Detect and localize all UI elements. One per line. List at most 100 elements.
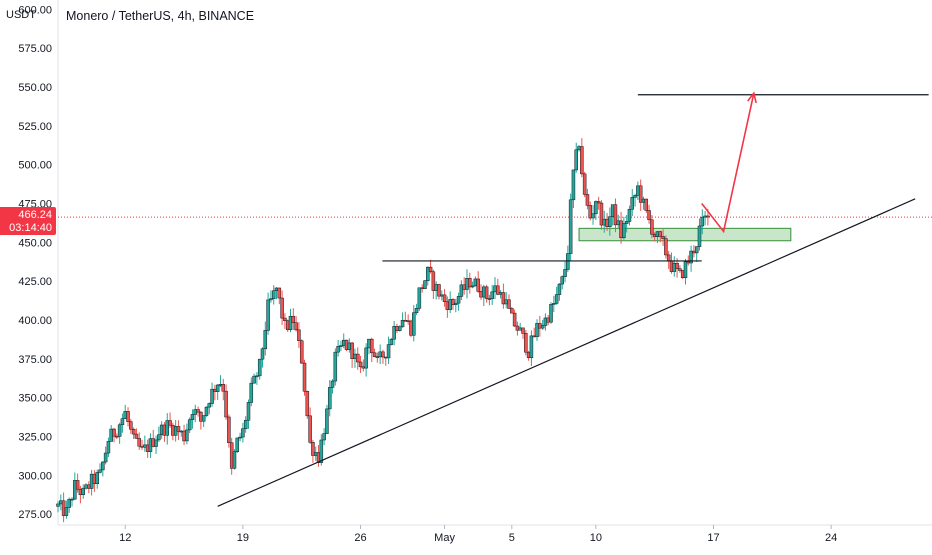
- candle[interactable]: [75, 473, 80, 493]
- candle[interactable]: [538, 316, 542, 337]
- candle[interactable]: [137, 432, 141, 450]
- candle[interactable]: [176, 420, 181, 441]
- candle[interactable]: [591, 205, 595, 225]
- candle[interactable]: [311, 439, 315, 463]
- candle[interactable]: [666, 250, 671, 269]
- candle[interactable]: [73, 472, 77, 501]
- candle[interactable]: [115, 433, 119, 439]
- candle[interactable]: [355, 347, 360, 370]
- candle[interactable]: [372, 348, 377, 358]
- candle[interactable]: [476, 271, 480, 293]
- candle[interactable]: [398, 325, 402, 332]
- candle[interactable]: [151, 429, 155, 448]
- candle[interactable]: [263, 321, 268, 356]
- candle[interactable]: [512, 309, 517, 328]
- candle[interactable]: [445, 296, 450, 318]
- candle[interactable]: [462, 277, 466, 295]
- candle[interactable]: [608, 207, 612, 236]
- candle[interactable]: [185, 423, 189, 445]
- candle[interactable]: [465, 269, 469, 299]
- candle[interactable]: [526, 350, 531, 361]
- candle[interactable]: [417, 287, 422, 311]
- candle[interactable]: [327, 379, 332, 417]
- candle[interactable]: [243, 416, 248, 433]
- candle[interactable]: [378, 344, 382, 365]
- candle[interactable]: [487, 294, 492, 306]
- candle[interactable]: [106, 437, 111, 457]
- candle[interactable]: [173, 420, 178, 442]
- candle[interactable]: [596, 196, 601, 210]
- candle[interactable]: [633, 193, 637, 207]
- candle[interactable]: [101, 461, 105, 477]
- candle[interactable]: [582, 171, 587, 198]
- candle[interactable]: [187, 417, 192, 434]
- candle[interactable]: [426, 266, 430, 286]
- candle[interactable]: [549, 302, 553, 324]
- price-axis[interactable]: 275.00 300.00 325.00 350.00 375.00 400.00 425.…: [18, 4, 52, 521]
- candle[interactable]: [515, 321, 520, 336]
- candle[interactable]: [546, 314, 550, 326]
- candle[interactable]: [89, 469, 94, 496]
- candle[interactable]: [316, 444, 321, 467]
- candle[interactable]: [470, 281, 475, 289]
- candle[interactable]: [229, 437, 234, 475]
- candle[interactable]: [700, 209, 705, 235]
- candle[interactable]: [280, 290, 284, 325]
- candle[interactable]: [78, 485, 83, 504]
- candle[interactable]: [297, 322, 301, 348]
- candle[interactable]: [459, 280, 464, 301]
- candle[interactable]: [428, 259, 433, 274]
- candle[interactable]: [563, 261, 567, 283]
- candle[interactable]: [322, 428, 326, 446]
- candle[interactable]: [339, 340, 343, 351]
- projection-arrow[interactable]: [701, 91, 757, 234]
- candle[interactable]: [532, 327, 536, 338]
- candle[interactable]: [518, 322, 522, 331]
- candle[interactable]: [313, 446, 318, 461]
- candle[interactable]: [479, 284, 483, 300]
- candle[interactable]: [148, 433, 153, 459]
- candle[interactable]: [504, 292, 508, 309]
- candle[interactable]: [196, 406, 200, 417]
- candle[interactable]: [61, 492, 66, 523]
- candle[interactable]: [524, 329, 528, 356]
- candle[interactable]: [269, 290, 273, 303]
- candle[interactable]: [341, 333, 346, 349]
- candle[interactable]: [484, 284, 489, 303]
- candle[interactable]: [361, 359, 366, 372]
- candle[interactable]: [423, 280, 427, 290]
- candle[interactable]: [384, 356, 388, 366]
- candle[interactable]: [87, 481, 91, 494]
- candle[interactable]: [521, 327, 525, 339]
- candle[interactable]: [140, 439, 144, 450]
- candle[interactable]: [594, 200, 598, 221]
- support-zone-rectangle[interactable]: [578, 227, 792, 242]
- candle[interactable]: [468, 272, 472, 294]
- candle[interactable]: [330, 379, 335, 394]
- candle[interactable]: [291, 308, 296, 330]
- chart-title[interactable]: Monero / TetherUS, 4h, BINANCE: [66, 9, 255, 23]
- candle[interactable]: [680, 269, 685, 280]
- candle[interactable]: [437, 283, 441, 300]
- candle[interactable]: [627, 205, 632, 226]
- candle[interactable]: [658, 230, 663, 243]
- candle[interactable]: [350, 342, 354, 368]
- candle[interactable]: [375, 352, 380, 363]
- candle[interactable]: [501, 283, 506, 309]
- candle[interactable]: [529, 330, 534, 366]
- candle[interactable]: [644, 198, 649, 214]
- candle[interactable]: [636, 181, 640, 200]
- candle[interactable]: [381, 349, 385, 364]
- candle[interactable]: [692, 245, 696, 258]
- candle[interactable]: [510, 306, 514, 314]
- candle[interactable]: [190, 409, 195, 429]
- candle[interactable]: [84, 483, 88, 490]
- candle[interactable]: [543, 313, 548, 331]
- candle[interactable]: [59, 494, 63, 511]
- candle[interactable]: [400, 312, 405, 328]
- candle[interactable]: [367, 338, 371, 355]
- time-axis[interactable]: 12 19 26 May 5 10 17 24: [119, 525, 837, 544]
- candle[interactable]: [496, 278, 500, 296]
